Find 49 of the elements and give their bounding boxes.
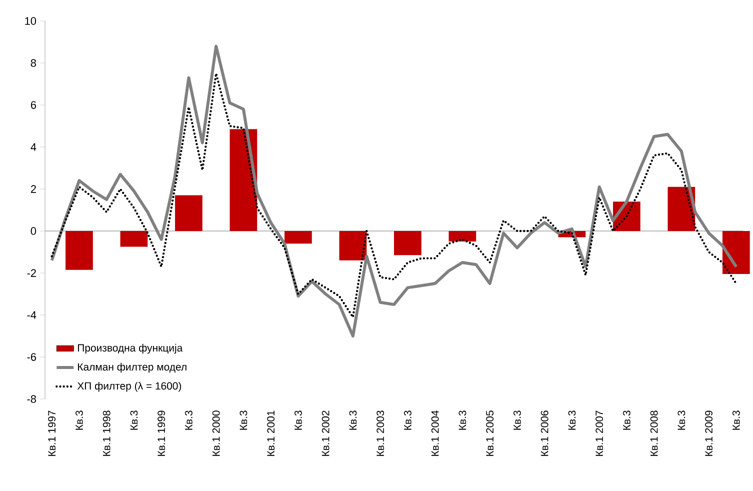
x-tick-label: Кв.1 2008 (650, 410, 658, 456)
y-tick-label: 4 (30, 143, 36, 151)
x-tick-label: Кв.1 2005 (486, 410, 494, 456)
bar (284, 231, 312, 244)
bar (668, 186, 696, 231)
x-tick-label: Кв.3 (622, 410, 630, 430)
x-tick-label: Кв.3 (294, 410, 302, 430)
legend-label: ХП филтер (λ = 1600) (77, 382, 182, 392)
x-tick-label: Кв.1 1999 (158, 410, 166, 456)
x-tick-label: Кв.3 (513, 410, 521, 430)
x-tick-label: Кв.3 (678, 410, 686, 430)
y-tick-label: 6 (30, 101, 36, 109)
x-tick-label: Кв.1 2000 (212, 410, 220, 456)
legend-label: Калман филтер модел (78, 362, 186, 373)
x-tick-label: Кв.1 1997 (48, 410, 56, 456)
x-tick-label: Кв.3 (76, 410, 83, 430)
legend-label: Производна функција (78, 344, 183, 354)
y-tick-label: -2 (27, 269, 36, 277)
bar (175, 195, 202, 231)
x-tick-label: Кв.1 2007 (596, 410, 604, 456)
x-tick-label: Кв.1 1998 (102, 410, 110, 456)
bar (339, 231, 367, 260)
x-tick-label: Кв.1 2003 (376, 410, 384, 456)
y-tick-label: -8 (27, 395, 36, 403)
x-tick-label: Кв.1 2006 (540, 410, 548, 456)
bar (722, 231, 750, 274)
bar (394, 231, 422, 256)
x-tick-label: Кв.1 2001 (267, 410, 275, 456)
x-tick-label: Кв.3 (185, 410, 192, 430)
y-tick-label: 10 (25, 17, 36, 25)
x-tick-label: Кв.1 2002 (322, 410, 330, 456)
x-tick-label: Кв.3 (240, 410, 248, 430)
y-tick-label: -6 (27, 353, 36, 361)
y-tick-label: 0 (30, 227, 36, 235)
x-tick-label: Кв.3 (732, 410, 740, 430)
x-tick-label: Кв.1 2004 (431, 410, 439, 456)
x-tick-label: Кв.1 2009 (705, 410, 712, 456)
x-tick-label: Кв.3 (404, 410, 412, 430)
line-series (50, 44, 738, 338)
bar (448, 231, 476, 242)
bar (66, 231, 93, 270)
x-tick-label: Кв.3 (568, 410, 576, 430)
y-tick-label: 2 (30, 185, 36, 193)
y-tick-label: 8 (30, 59, 36, 67)
y-tick-label: -4 (27, 311, 36, 319)
x-tick-label: Кв.3 (349, 410, 357, 430)
x-tick-label: Кв.3 (130, 410, 138, 430)
bar (120, 231, 148, 247)
x-tick-label: Кв.3 (458, 410, 466, 430)
